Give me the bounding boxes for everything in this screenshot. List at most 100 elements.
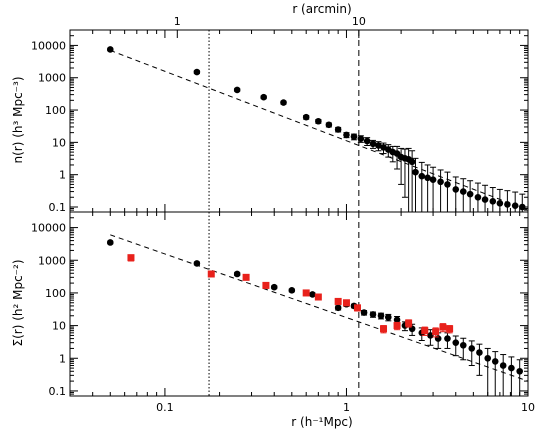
data-point [496, 200, 504, 207]
data-point [518, 203, 526, 211]
data-point [315, 117, 322, 125]
data-point [334, 126, 342, 133]
data-point [270, 283, 278, 291]
x-tick-label: 10 [521, 401, 535, 414]
data-point [418, 172, 426, 180]
data-point [302, 113, 310, 121]
data-point [481, 196, 489, 203]
data-point [446, 325, 454, 333]
data-point [314, 293, 322, 301]
data-point [353, 304, 361, 312]
data-point [360, 309, 368, 316]
data-point [511, 202, 519, 209]
fit-line [110, 49, 529, 211]
data-point [437, 178, 444, 186]
data-point [466, 190, 474, 198]
data-point [491, 358, 499, 365]
data-point [280, 99, 287, 106]
data-point [369, 140, 377, 148]
data-point [452, 186, 460, 193]
data-point [233, 270, 241, 278]
data-point [207, 270, 215, 278]
data-point [193, 68, 201, 76]
data-point [504, 201, 511, 208]
data-point [363, 137, 371, 145]
data-point [288, 287, 296, 294]
data-point [439, 323, 447, 331]
x-tick-label: 0.1 [156, 401, 174, 414]
data-point [325, 121, 333, 129]
bottom-panel-ylabel: Σ(r) (h² Mpc⁻²) [11, 260, 25, 347]
series-circles [106, 239, 523, 396]
data-point [375, 142, 382, 149]
y-tick-label: 1 [59, 169, 66, 182]
y-tick-label: 10 [52, 136, 66, 149]
data-point [193, 260, 201, 267]
y-tick-label: 1000 [38, 254, 66, 267]
data-point [427, 332, 434, 339]
data-point [309, 291, 316, 298]
series-circles [106, 46, 526, 212]
data-point [516, 367, 523, 375]
data-point [476, 349, 483, 356]
data-point [334, 304, 342, 312]
panel-frame [69, 29, 529, 213]
y-tick-label: 10 [52, 320, 66, 333]
data-point [489, 198, 497, 205]
data-point [380, 325, 388, 333]
data-point [260, 93, 267, 101]
data-point [393, 322, 401, 330]
data-point [262, 281, 270, 289]
data-point [444, 181, 451, 188]
y-tick-label: 100 [45, 287, 66, 300]
data-point [233, 86, 241, 94]
data-point [343, 131, 350, 139]
data-point [412, 168, 419, 176]
top-panel-ylabel: n(r) (h³ Mpc⁻³) [11, 76, 25, 163]
top-axis-tick-label: 10 [352, 15, 366, 28]
data-point [468, 345, 476, 352]
series-squares [127, 254, 454, 338]
data-point [377, 312, 385, 320]
data-point [384, 313, 392, 321]
y-tick-label: 10000 [31, 222, 66, 235]
data-point [342, 299, 350, 307]
y-tick-label: 10000 [31, 39, 66, 52]
fit-line [110, 234, 529, 382]
y-tick-label: 100 [45, 104, 66, 117]
data-point [302, 289, 310, 297]
data-point [242, 273, 250, 281]
top-axis-label: r (arcmin) [292, 2, 351, 16]
data-point [424, 174, 431, 182]
data-point [499, 362, 507, 369]
data-point [334, 297, 342, 305]
top-axis-tick-label: 1 [174, 15, 181, 28]
bottom-panel: 0.1 1 10 100 1000 10000 0.1 1 10 [31, 211, 535, 414]
y-tick-label: 1 [59, 352, 66, 365]
data-point [369, 311, 377, 318]
data-point [508, 364, 515, 372]
data-point [459, 188, 467, 195]
data-point [408, 158, 416, 166]
top-panel: 0.1 1 10 100 1000 10000 1 10 [31, 15, 529, 214]
data-point [393, 316, 401, 324]
data-point [421, 327, 429, 335]
data-point [452, 339, 460, 346]
data-point [432, 328, 440, 336]
data-point [350, 133, 358, 140]
data-point [106, 239, 114, 246]
data-point [474, 193, 482, 201]
data-point [429, 176, 437, 183]
bottom-panel-xlabel: r (h⁻¹Mpc) [291, 415, 352, 429]
x-tick-label: 1 [343, 401, 350, 414]
data-point [459, 341, 467, 349]
data-point [127, 254, 135, 262]
data-point [405, 319, 413, 327]
data-point [357, 135, 365, 142]
data-point [444, 335, 451, 342]
y-tick-label: 0.1 [49, 385, 67, 398]
data-point [106, 46, 114, 53]
y-tick-label: 0.1 [49, 201, 67, 214]
panel-frame [69, 211, 529, 397]
